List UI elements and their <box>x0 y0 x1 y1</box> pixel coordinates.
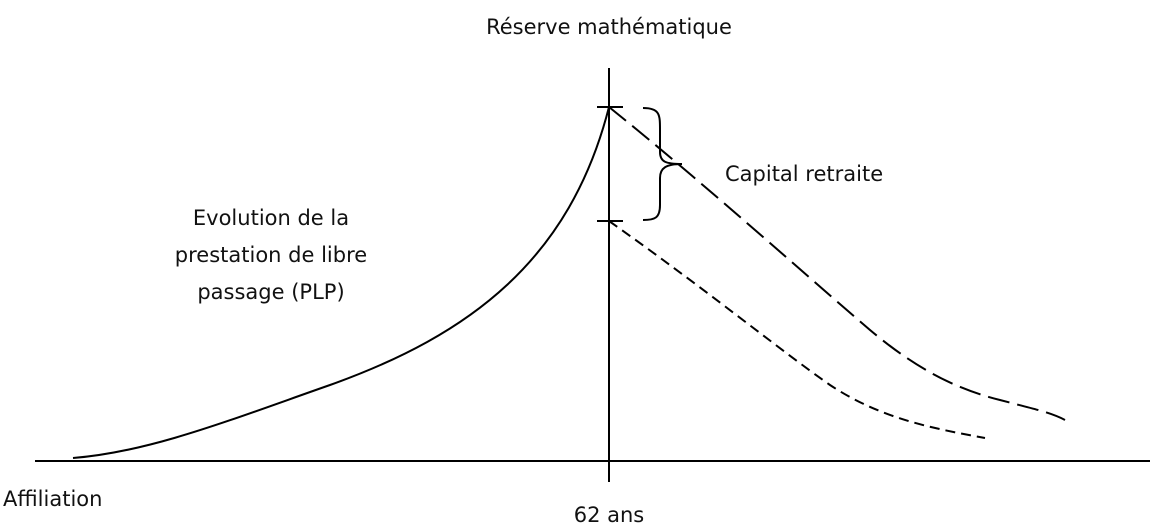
label: Evolution de la <box>193 206 349 230</box>
plp-curve <box>72 106 610 459</box>
dashed-curve <box>608 220 986 439</box>
label: Affiliation <box>3 487 102 511</box>
title: Réserve mathématique <box>486 15 732 39</box>
label: Capital retraite <box>725 162 883 186</box>
label: prestation de libre <box>175 243 367 267</box>
label: passage (PLP) <box>197 280 344 304</box>
label: 62 ans <box>574 503 645 527</box>
brace <box>642 107 683 221</box>
dashed-curve <box>608 106 1066 421</box>
